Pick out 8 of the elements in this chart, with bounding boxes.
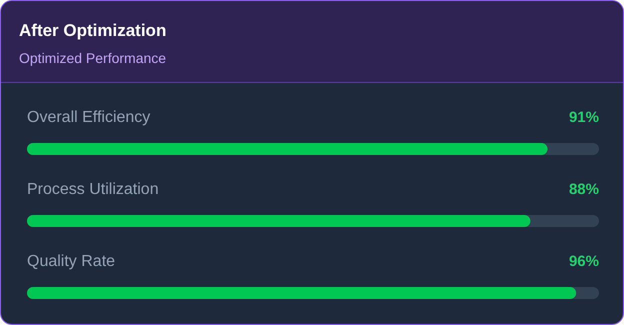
chart-subtitle: Optimized Performance xyxy=(19,50,166,66)
data-label: 91% xyxy=(568,109,599,126)
y-tick-label: Process Utilization xyxy=(27,181,159,198)
y-tick-label: Overall Efficiency xyxy=(27,109,150,126)
y-tick-label: Quality Rate xyxy=(27,253,116,270)
data-label: 96% xyxy=(568,253,599,270)
chart-title: After Optimization xyxy=(19,21,166,41)
data-label: 88% xyxy=(568,181,599,198)
